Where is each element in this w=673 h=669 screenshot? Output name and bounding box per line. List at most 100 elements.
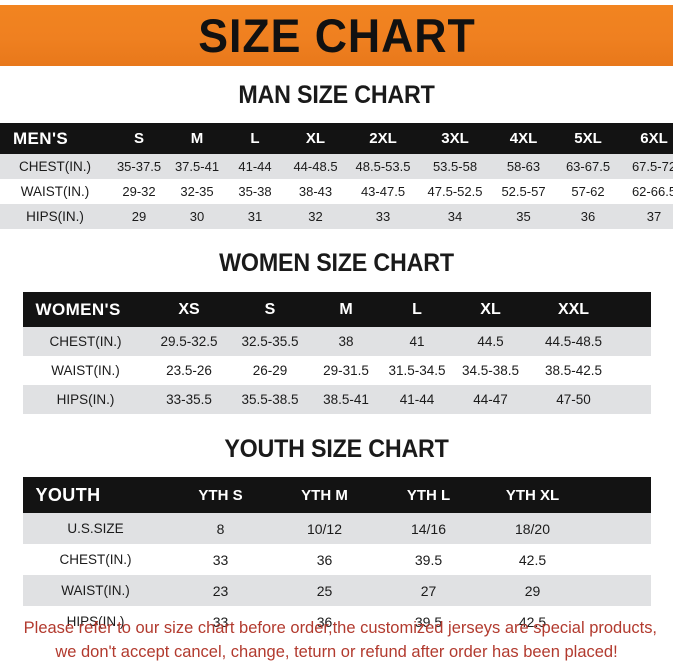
women-cell: 29.5-32.5 [148,327,230,356]
women-cell: 29-31.5 [310,356,382,385]
footer-note: Please refer to our size chart before or… [10,616,663,665]
youth-cell: 36 [272,544,377,575]
women-cell: 31.5-34.5 [381,356,453,385]
youth-table-header-row: YOUTH YTH S YTH M YTH L YTH XL [22,477,651,513]
table-row: WAIST(IN.) 23 25 27 29 [22,575,651,606]
women-cell: 32.5-35.5 [229,327,311,356]
women-corner-label: WOMEN'S [22,292,149,327]
youth-row-label: WAIST(IN.) [22,575,169,606]
man-column-header-3xl: 3XL [419,123,491,154]
man-cell: 37.5-41 [168,154,226,179]
man-cell: 63-67.5 [556,154,620,179]
women-column-header-l: L [381,292,453,327]
youth-table-body: U.S.SIZE 8 10/12 14/16 18/20 CHEST(IN.) 33 36 39… [22,513,651,637]
man-cell: 44-48.5 [284,154,347,179]
women-cell: 23.5-26 [148,356,230,385]
youth-cell: 36 [272,606,377,637]
youth-cell: 33 [168,544,273,575]
table-row: CHEST(IN.) 29.5-32.5 32.5-35.5 38 41 44.5 44.5… [22,327,651,356]
women-cell-spacer [618,327,651,356]
youth-cell: 42.5 [480,606,585,637]
man-section-title: MAN SIZE CHART [238,81,435,109]
women-section-title: WOMEN SIZE CHART [219,249,454,277]
youth-row-label: U.S.SIZE [22,513,169,544]
man-cell: 35-37.5 [110,154,168,179]
man-column-header-6xl: 6XL [620,123,673,154]
man-cell: 32 [284,204,347,229]
man-cell: 58-63 [491,154,556,179]
man-cell: 62-66.5 [620,179,673,204]
youth-row-label: CHEST(IN.) [22,544,169,575]
man-row-label: CHEST(IN.) [0,154,110,179]
man-cell: 67.5-72 [620,154,673,179]
table-row: CHEST(IN.) 35-37.5 37.5-41 41-44 44-48.5 48.5… [0,154,673,179]
banner-bar: SIZE CHART [0,5,673,66]
women-cell: 41-44 [381,385,453,414]
man-cell: 38-43 [284,179,347,204]
man-cell: 35-38 [226,179,284,204]
man-cell: 30 [168,204,226,229]
women-table-body: CHEST(IN.) 29.5-32.5 32.5-35.5 38 41 44.5 44.5… [22,327,651,414]
women-row-label: HIPS(IN.) [22,385,149,414]
youth-column-header-yth-l: YTH L [376,477,481,513]
man-size-table: MEN'S S M L XL 2XL 3XL 4XL 5XL 6XL CHEST(IN.) 35-3… [0,123,673,229]
youth-cell-spacer [584,575,651,606]
man-column-header-l: L [226,123,284,154]
youth-cell-spacer [584,606,651,637]
youth-cell: 27 [376,575,481,606]
women-cell: 38.5-42.5 [528,356,619,385]
youth-column-header-yth-s: YTH S [168,477,273,513]
man-cell: 31 [226,204,284,229]
youth-row-label: HIPS(IN.) [22,606,169,637]
youth-cell: 33 [168,606,273,637]
footer-note-line-2: we don't accept cancel, change, teturn o… [55,642,618,662]
youth-column-header-yth-m: YTH M [272,477,377,513]
youth-cell-spacer [584,513,651,544]
youth-column-header-spacer [584,477,651,513]
man-column-header-s: S [110,123,168,154]
man-table-body: CHEST(IN.) 35-37.5 37.5-41 41-44 44-48.5 48.5… [0,154,673,229]
women-cell: 41 [381,327,453,356]
women-row-label: CHEST(IN.) [22,327,149,356]
man-cell: 36 [556,204,620,229]
youth-cell: 18/20 [480,513,585,544]
man-corner-label: MEN'S [0,123,110,154]
youth-column-header-yth-xl: YTH XL [480,477,585,513]
man-cell: 29-32 [110,179,168,204]
man-cell: 41-44 [226,154,284,179]
women-cell: 38.5-41 [310,385,382,414]
women-cell: 26-29 [229,356,311,385]
youth-cell: 42.5 [480,544,585,575]
women-cell-spacer [618,385,651,414]
women-size-table: WOMEN'S XS S M L XL XXL CHEST(IN.) 29.5-32.5 32.… [22,292,651,414]
women-column-header-xs: XS [148,292,230,327]
youth-cell: 8 [168,513,273,544]
women-row-label: WAIST(IN.) [22,356,149,385]
women-column-header-spacer [618,292,651,327]
footer-note-line-1: Please refer to our size chart before or… [23,617,658,637]
man-column-header-4xl: 4XL [491,123,556,154]
man-row-label: WAIST(IN.) [0,179,110,204]
women-table-header-row: WOMEN'S XS S M L XL XXL [22,292,651,327]
man-column-header-xl: XL [284,123,347,154]
youth-cell: 14/16 [376,513,481,544]
table-row: U.S.SIZE 8 10/12 14/16 18/20 [22,513,651,544]
youth-section-title: YOUTH SIZE CHART [224,435,449,463]
youth-size-table: YOUTH YTH S YTH M YTH L YTH XL U.S.SIZE 8 10/1… [22,477,651,637]
women-cell: 38 [310,327,382,356]
man-column-header-m: M [168,123,226,154]
man-cell: 32-35 [168,179,226,204]
youth-cell: 39.5 [376,606,481,637]
man-table-header-row: MEN'S S M L XL 2XL 3XL 4XL 5XL 6XL [0,123,673,154]
banner: SIZE CHART [0,0,673,68]
table-row: CHEST(IN.) 33 36 39.5 42.5 [22,544,651,575]
table-row: WAIST(IN.) 29-32 32-35 35-38 38-43 43-47.5 47.… [0,179,673,204]
women-cell: 35.5-38.5 [229,385,311,414]
women-cell: 47-50 [528,385,619,414]
women-cell: 44.5 [452,327,529,356]
table-row: HIPS(IN.) 29 30 31 32 33 34 35 36 37 [0,204,673,229]
youth-cell: 23 [168,575,273,606]
man-cell: 53.5-58 [419,154,491,179]
women-cell: 34.5-38.5 [452,356,529,385]
man-cell: 34 [419,204,491,229]
